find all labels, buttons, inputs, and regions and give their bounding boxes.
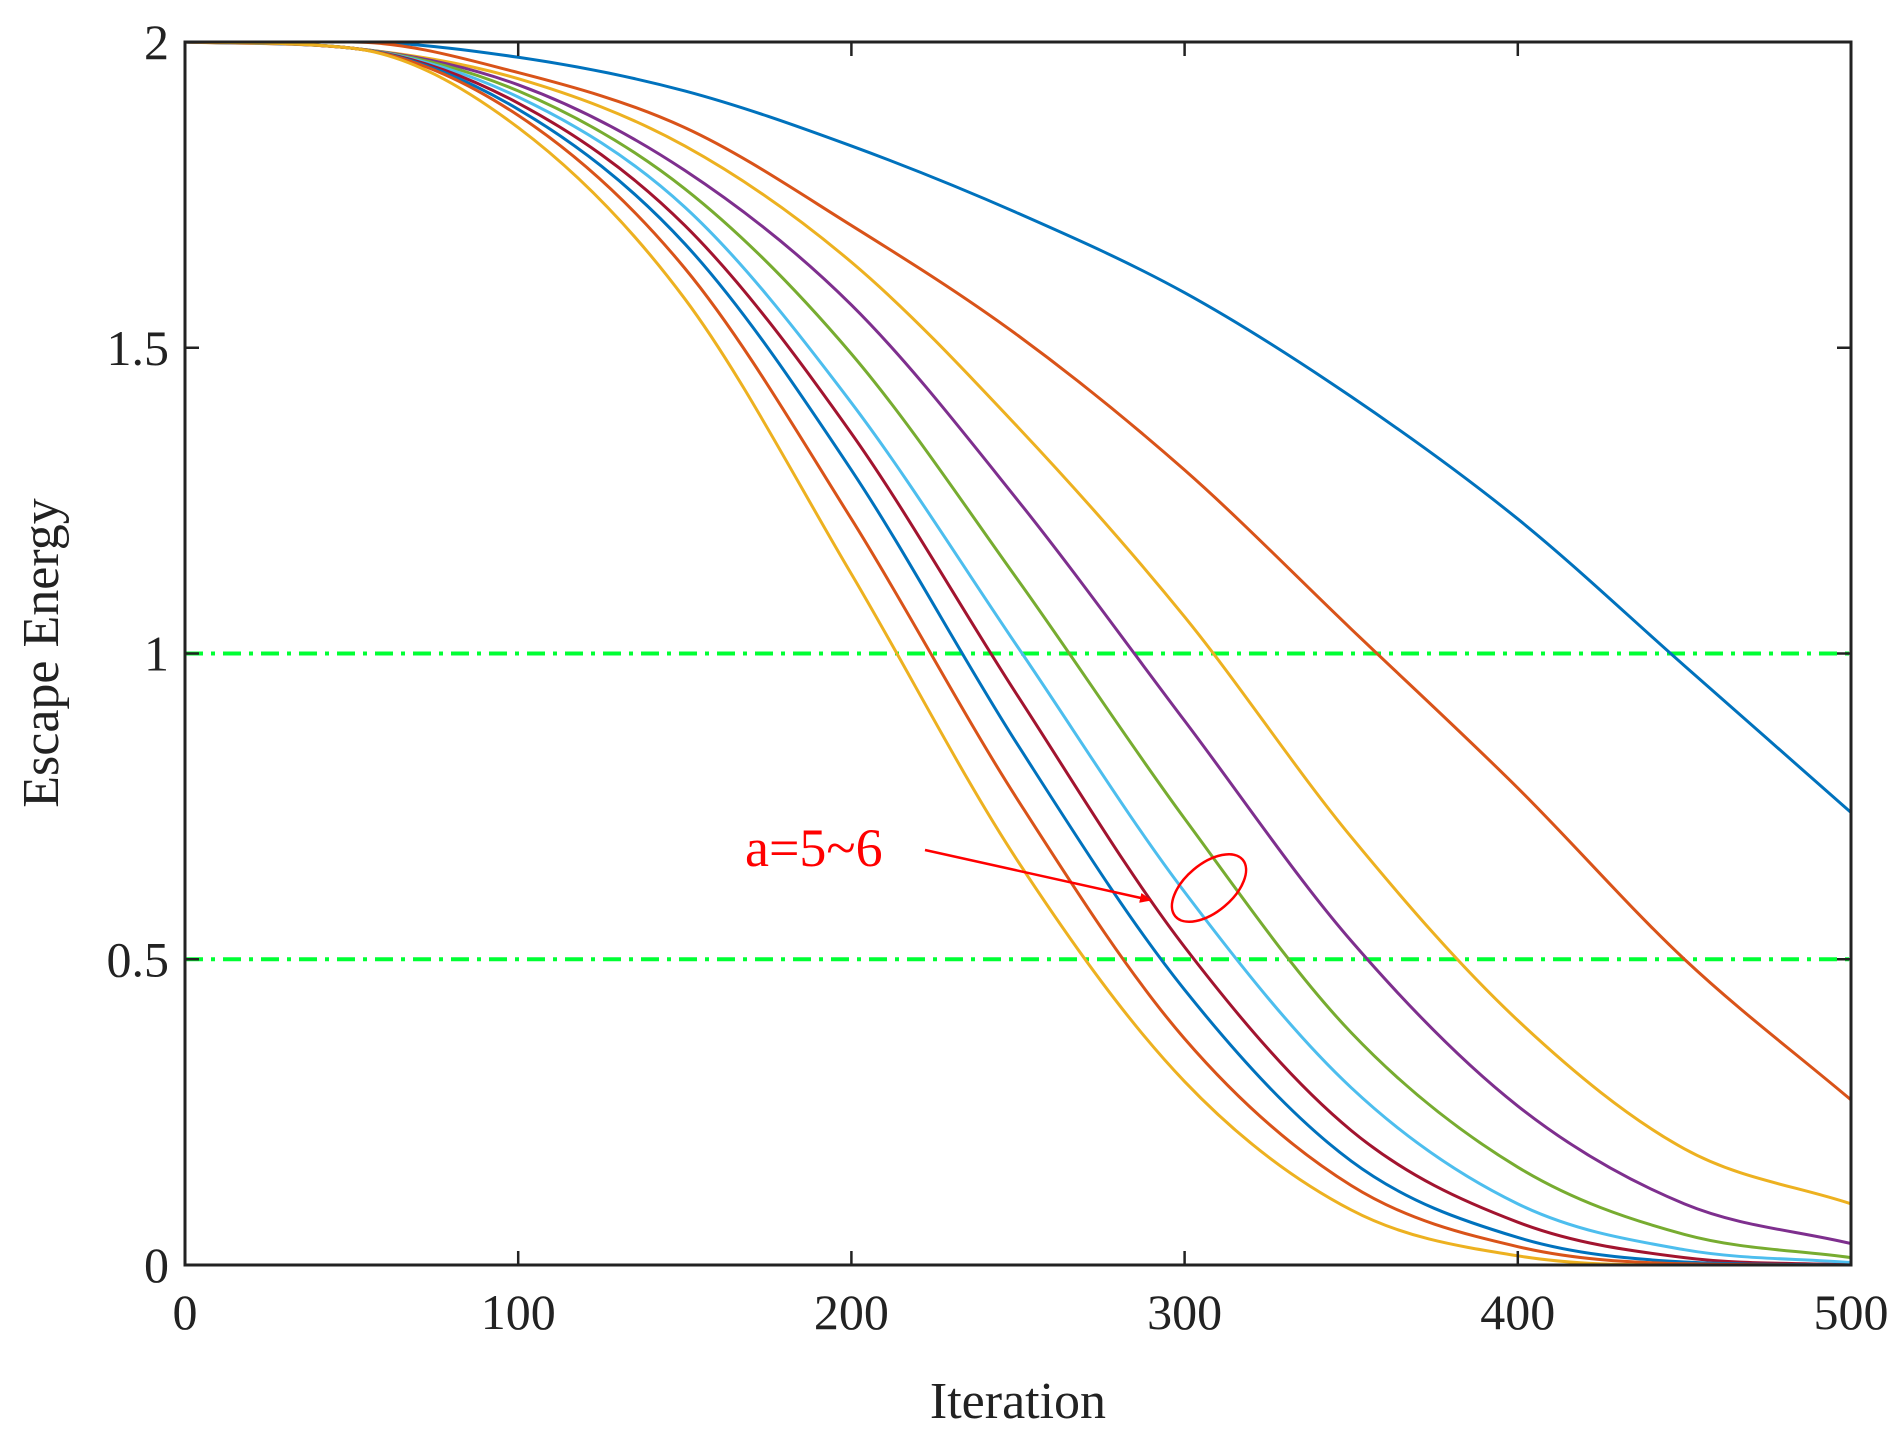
- x-tick-label-200: 200: [814, 1284, 889, 1340]
- x-axis-ticks: 0 100 200 300 400 500: [173, 42, 1889, 1340]
- x-tick-label-400: 400: [1480, 1284, 1555, 1340]
- y-tick-label-0: 0: [144, 1237, 169, 1293]
- y-tick-label-1: 1: [144, 626, 169, 682]
- y-tick-label-2: 2: [144, 14, 169, 70]
- y-tick-label-0-5: 0.5: [107, 931, 170, 987]
- x-tick-label-0: 0: [173, 1284, 198, 1340]
- series-line-curve-10: [185, 42, 1851, 1265]
- series-line-curve-9: [185, 42, 1851, 1265]
- reference-lines: [185, 651, 1851, 962]
- series-line-curve-8: [185, 42, 1851, 1265]
- series-lines: [185, 42, 1851, 1265]
- series-line-curve-7: [185, 42, 1851, 1265]
- x-axis-title: Iteration: [930, 1373, 1106, 1430]
- series-line-curve-3: [185, 42, 1851, 1206]
- series-line-curve-4: [185, 42, 1851, 1246]
- x-tick-label-500: 500: [1814, 1284, 1889, 1340]
- annotation-label: a=5~6: [745, 818, 883, 878]
- y-axis-ticks: 0 0.5 1 1.5 2: [107, 14, 1851, 1293]
- y-tick-label-1-5: 1.5: [107, 320, 170, 376]
- annotation-arrow: [924, 848, 1152, 903]
- series-line-curve-6: [185, 42, 1851, 1265]
- annotation-ellipse: [1170, 853, 1248, 923]
- x-tick-label-100: 100: [481, 1284, 556, 1340]
- x-tick-label-300: 300: [1147, 1284, 1222, 1340]
- series-line-curve-5: [185, 42, 1851, 1260]
- series-line-curve-2: [185, 42, 1851, 1102]
- series-line-curve-1: [185, 42, 1851, 814]
- annotation-group: a=5~6: [745, 818, 1248, 923]
- y-axis-title: Escape Energy: [13, 498, 70, 807]
